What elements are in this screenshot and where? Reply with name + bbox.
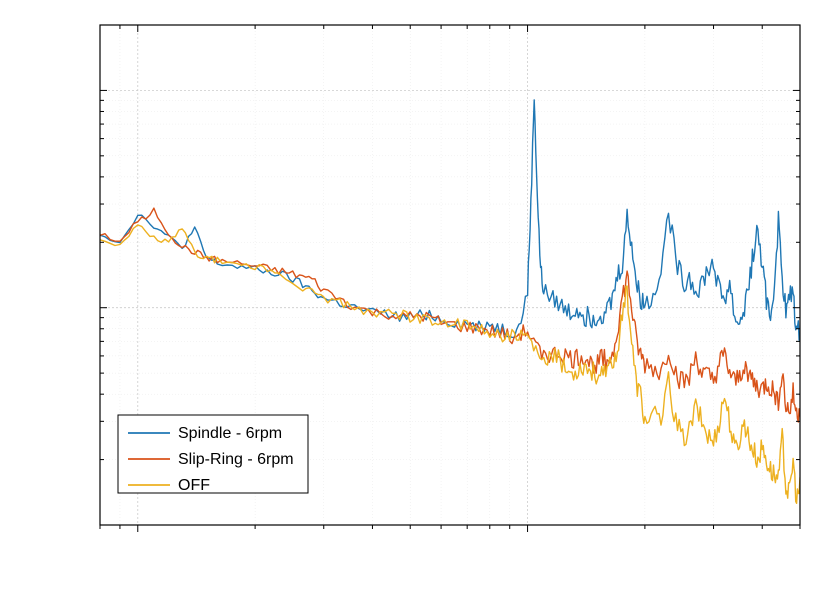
legend-label-1: Slip-Ring - 6rpm <box>178 451 294 468</box>
legend-label-0: Spindle - 6rpm <box>178 425 282 442</box>
spectrum-chart: Spindle - 6rpm Slip-Ring - 6rpm OFF <box>0 0 830 590</box>
chart-container: Spindle - 6rpm Slip-Ring - 6rpm OFF <box>0 0 830 590</box>
legend-label-2: OFF <box>178 477 210 494</box>
